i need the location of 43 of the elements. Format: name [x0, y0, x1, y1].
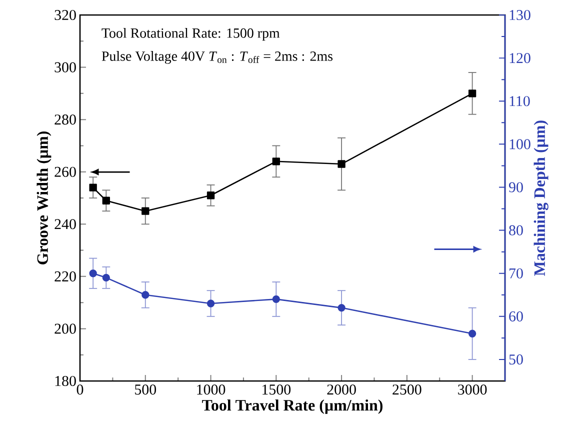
- point: [206, 192, 215, 200]
- y-tick-label: 180: [55, 376, 76, 386]
- point: [468, 330, 476, 338]
- x-tick-label: 2500: [392, 384, 422, 395]
- y2-tick-label: 50: [509, 354, 523, 365]
- point: [89, 270, 97, 278]
- y-tick-label: 260: [54, 166, 76, 177]
- annotation: Tool Rotational Rate: 1500 rpm: [102, 28, 280, 41]
- y-tick-label: 280: [54, 114, 76, 125]
- y2-tick-label: 130: [510, 10, 530, 20]
- point: [206, 300, 215, 308]
- annotation: Pulse Voltage 40V T$_{on}$ : T$_{off}$ = 2ms : 2ms: [102, 51, 332, 64]
- y-tick-label: 200: [54, 324, 76, 334]
- x-tick-label: 0: [76, 384, 84, 395]
- y-tick-label: 300: [54, 62, 76, 72]
- point: [142, 207, 150, 215]
- point: [102, 274, 110, 282]
- y2-tick-label: 100: [510, 139, 530, 150]
- x-tick-label: 2000: [327, 384, 356, 395]
- y2-tick-label: 120: [510, 53, 530, 64]
- x-tick-label: 3000: [458, 384, 487, 395]
- y2-tick-label: 60: [509, 311, 523, 322]
- point: [338, 304, 346, 312]
- x-tick-label: 1500: [262, 384, 291, 395]
- y2-axis-title: Machining Depth (µm): [534, 120, 548, 276]
- point: [272, 158, 280, 166]
- y2-tick-label: 90: [509, 182, 523, 192]
- y-tick-label: 240: [54, 219, 76, 230]
- y-tick-label: 320: [54, 10, 76, 20]
- x-axis-title: Tool Travel Rate (µm/min): [202, 399, 382, 414]
- y2-tick-label: 80: [509, 225, 523, 236]
- y2-tick-label: 70: [510, 268, 523, 278]
- y-tick-label: 220: [54, 271, 76, 282]
- point: [468, 90, 476, 98]
- point: [338, 160, 346, 168]
- point: [89, 184, 97, 192]
- point: [142, 291, 150, 299]
- y-axis-title: Groove Width (µm): [36, 132, 52, 264]
- x-tick-label: 1000: [197, 384, 226, 395]
- y2-tick-label: 110: [510, 96, 530, 106]
- point: [272, 295, 280, 304]
- x-tick-label: 500: [135, 384, 156, 395]
- point: [102, 196, 110, 204]
